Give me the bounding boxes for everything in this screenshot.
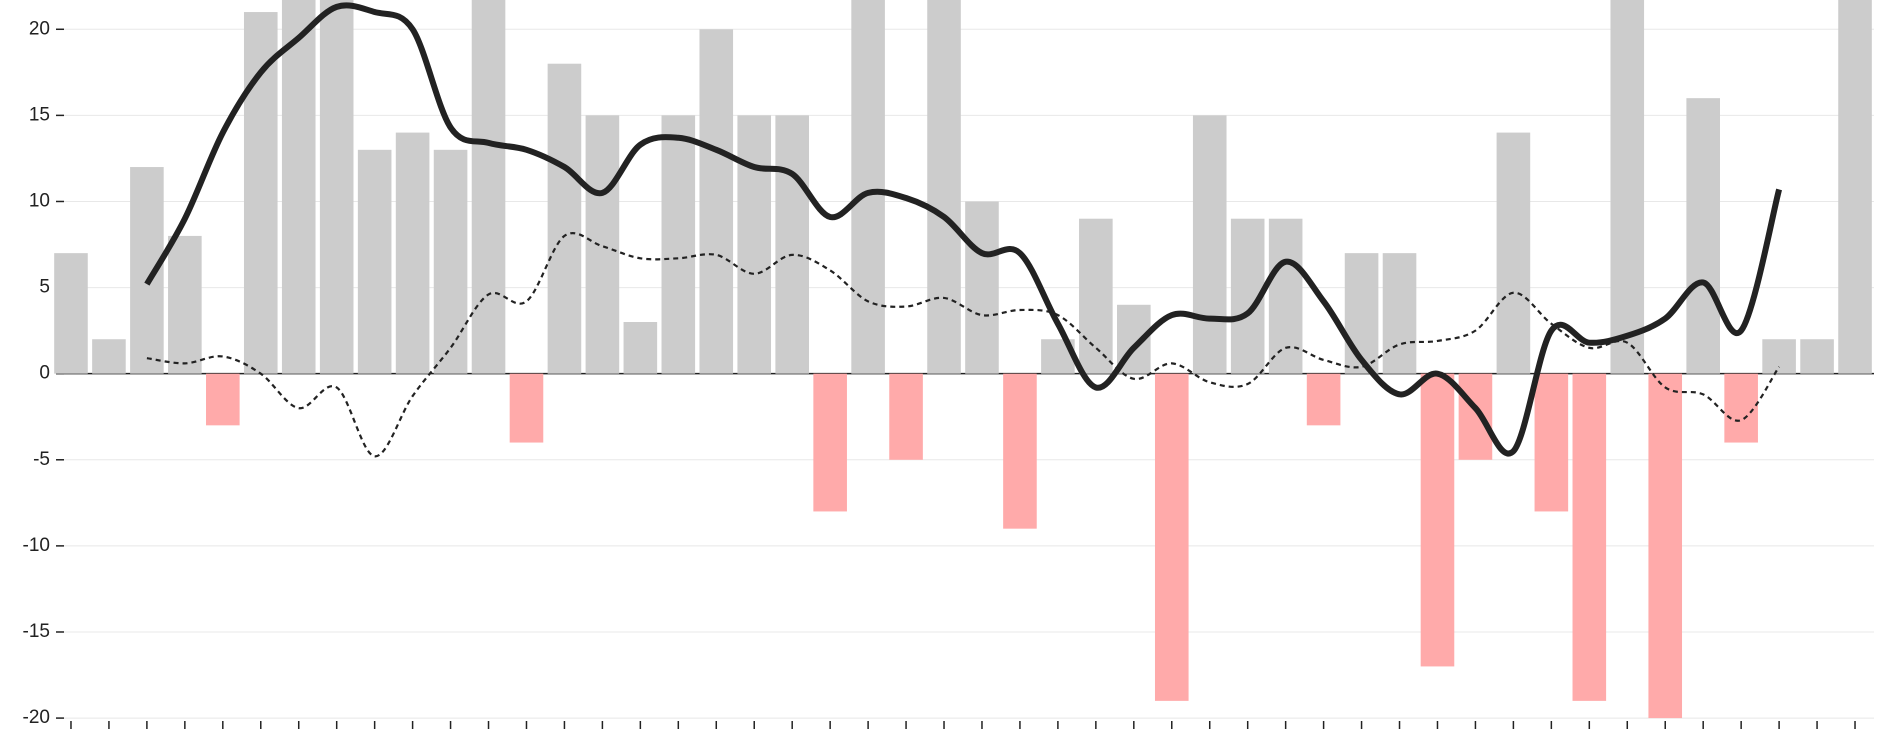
y-tick-label: 0 xyxy=(39,363,50,384)
bar xyxy=(1838,0,1872,374)
bar xyxy=(813,373,847,512)
bar xyxy=(92,339,126,374)
y-tick-label: -15 xyxy=(23,621,50,642)
bar xyxy=(1686,98,1720,374)
bar xyxy=(1420,373,1455,667)
bar xyxy=(1534,373,1569,512)
bar xyxy=(319,0,354,374)
bar xyxy=(889,373,923,460)
bar xyxy=(471,0,506,374)
bar xyxy=(1003,373,1037,529)
bar xyxy=(547,63,582,374)
dashed-line xyxy=(146,232,1781,458)
bar xyxy=(661,115,696,374)
bar xyxy=(1268,218,1303,374)
bar xyxy=(168,235,202,374)
bar xyxy=(851,0,885,374)
bar xyxy=(1192,115,1227,374)
bar xyxy=(1154,373,1189,701)
bar xyxy=(357,149,392,374)
bar xyxy=(1762,339,1796,374)
bar xyxy=(1724,373,1758,443)
line xyxy=(144,2,1782,457)
bar xyxy=(737,115,772,374)
y-tick-label: 20 xyxy=(29,18,50,39)
bar xyxy=(1344,253,1379,374)
y-tick-label: 5 xyxy=(39,277,50,298)
bar xyxy=(395,132,430,374)
bar xyxy=(433,149,468,374)
bar xyxy=(243,12,278,374)
bar xyxy=(965,201,999,374)
bar xyxy=(54,253,88,374)
bar xyxy=(509,373,544,443)
bar xyxy=(1496,132,1531,374)
y-tick-label: 15 xyxy=(29,104,50,125)
bar xyxy=(206,373,240,426)
bar xyxy=(1458,373,1493,460)
y-tick-label: -5 xyxy=(33,449,50,470)
bar xyxy=(1306,373,1341,426)
bar xyxy=(1648,373,1683,719)
y-tick-label: 10 xyxy=(29,190,50,211)
bar xyxy=(623,322,658,374)
bar xyxy=(281,0,316,374)
y-tick-label: -20 xyxy=(23,707,50,728)
y-tick-label: -10 xyxy=(23,535,50,556)
bar xyxy=(585,115,620,374)
bar xyxy=(927,0,961,374)
bar xyxy=(775,115,809,374)
bar xyxy=(1079,218,1113,374)
bar xyxy=(1572,373,1607,701)
bar xyxy=(699,29,734,374)
bar xyxy=(1382,253,1417,374)
bar xyxy=(1610,0,1645,374)
bar xyxy=(1800,339,1834,374)
